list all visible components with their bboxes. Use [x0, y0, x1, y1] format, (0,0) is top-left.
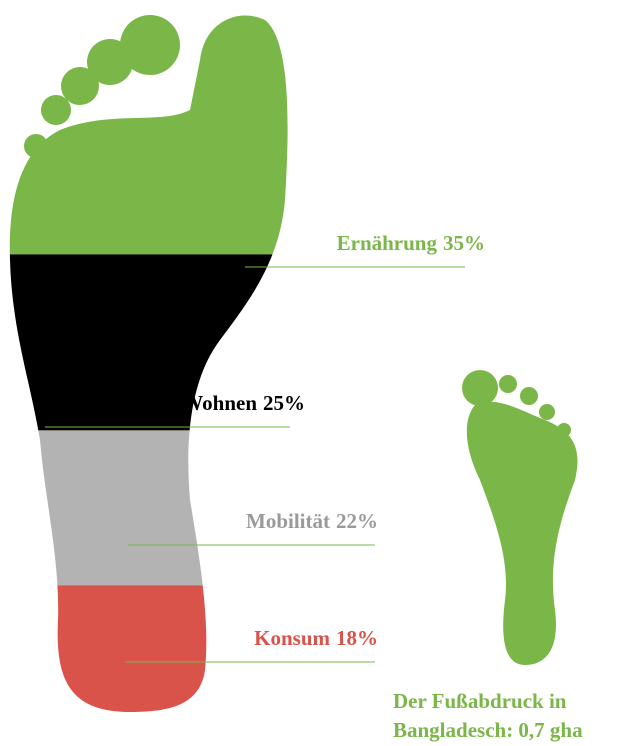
small-toe [520, 387, 538, 405]
small-toe [499, 375, 517, 393]
big-footprint [0, 8, 320, 712]
caption: Der Fußabdruck in [393, 689, 567, 713]
small-toe [539, 404, 555, 420]
caption: Bangladesch: 0,7 gha [393, 718, 583, 742]
value-label: 18% [336, 626, 378, 650]
segment [0, 430, 320, 585]
small-toe [462, 370, 498, 406]
category: Mobilität [246, 509, 330, 533]
infographic: Ernährung35% Wohnen25% Mobilität22% Konsum1… [0, 0, 635, 746]
value-label: 25% [263, 391, 305, 415]
segment [0, 8, 320, 254]
category: Ernährung [337, 231, 438, 255]
value-label: 35% [443, 231, 485, 255]
category: Konsum [254, 626, 330, 650]
small-toe [557, 423, 571, 437]
value-label: 22% [336, 509, 378, 533]
small-sole [467, 402, 578, 665]
small-footprint [462, 370, 577, 665]
category: Wohnen [182, 391, 257, 415]
